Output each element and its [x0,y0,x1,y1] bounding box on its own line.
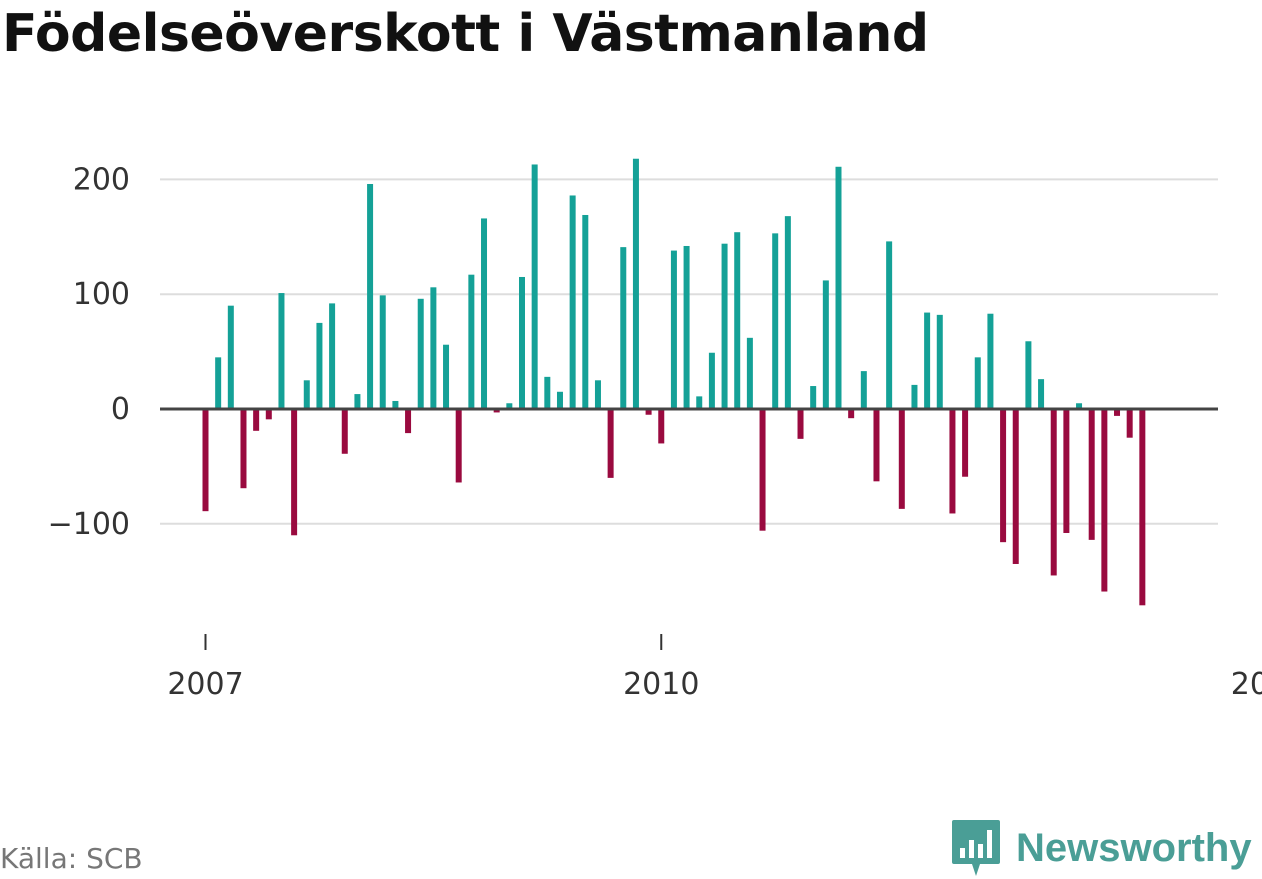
bar [430,287,437,409]
bar [1139,409,1146,606]
bar [506,403,513,409]
x-tick-label: 2010 [623,667,699,702]
chart-title: Födelseöverskott i Västmanland [2,4,929,64]
bar [1114,409,1121,416]
bar [253,409,260,431]
bar [202,409,209,512]
bar [443,344,450,409]
bar [645,409,652,415]
bar [911,384,918,409]
bar [316,322,323,409]
bar [848,409,855,419]
bar [759,409,766,531]
bar [493,409,500,413]
bar [1000,409,1007,543]
bar [607,409,614,478]
bar [1126,409,1133,438]
bar [746,337,753,409]
bar [797,409,804,439]
bar [810,386,817,409]
x-tick-label: 2014 [1231,667,1262,702]
bar [822,280,829,409]
bar [405,409,412,434]
bar [1038,379,1045,409]
bar [683,245,690,409]
y-tick-label: 0 [111,392,130,427]
bar [987,313,994,409]
bar [1101,409,1108,592]
bar [721,243,728,409]
bar [974,357,981,409]
bar [291,409,298,536]
source-note: Källa: SCB [0,842,143,875]
bar [417,298,424,409]
bar [670,250,677,409]
bar [379,295,386,409]
bar [481,218,488,409]
y-tick-label: −100 [48,507,130,542]
bar [1025,341,1032,409]
bar [594,380,601,409]
bar [772,233,779,409]
bar [519,276,525,409]
bar [303,380,310,409]
bar [873,409,880,482]
bar [265,409,272,420]
bar [1050,409,1057,576]
bar [367,183,374,409]
bar [582,214,589,409]
bar [632,158,639,409]
bar [329,303,336,409]
bar [734,232,741,409]
bar [227,305,234,409]
bar [392,400,399,409]
bar [936,314,943,409]
bar [620,247,627,409]
bar [898,409,905,509]
bar [835,166,842,409]
bar [962,409,969,477]
bar [1012,409,1019,564]
bar [569,195,576,409]
bar [341,409,348,454]
bar [215,357,222,409]
bar [531,164,538,409]
x-tick-label: 2007 [167,667,243,702]
bar [784,216,791,409]
brand-name: Newsworthy [1016,825,1252,870]
bar [860,371,867,409]
bar [949,409,956,514]
bar [658,409,665,444]
bar [278,293,285,409]
y-tick-label: 100 [73,277,130,312]
newsworthy-logo: Newsworthy [950,818,1252,878]
bar [354,394,361,409]
bar [240,409,247,489]
bar [1063,409,1070,533]
bar [556,391,563,409]
bar [1088,409,1095,540]
bar [924,312,931,409]
bar [544,376,551,409]
bar [1076,403,1083,409]
bar [886,241,893,409]
bar [708,352,715,409]
newsworthy-icon [952,820,1000,876]
y-tick-label: 200 [73,162,130,197]
bar [468,274,475,409]
bar [455,409,462,483]
bar [696,396,703,409]
